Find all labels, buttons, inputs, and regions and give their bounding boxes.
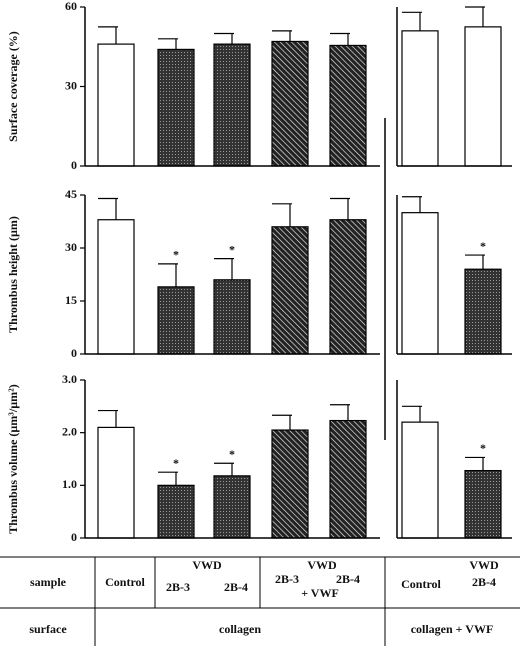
bar — [329, 219, 367, 355]
y-tick-label: 0 — [71, 158, 77, 172]
cell: 2B-3 — [166, 580, 190, 594]
y-axis-label: Thrombus height (µm) — [6, 216, 20, 333]
bar — [401, 30, 439, 167]
cell: VWD — [192, 558, 222, 572]
bar — [213, 43, 251, 167]
y-tick-label: 2.0 — [62, 424, 77, 438]
significance: * — [173, 456, 179, 470]
cell: 2B-3 — [275, 572, 299, 586]
cell: collagen — [219, 622, 261, 636]
y-tick-label: 0 — [71, 346, 77, 360]
significance: * — [480, 441, 486, 455]
cell: VWD — [469, 558, 499, 572]
row-header: surface — [29, 622, 67, 636]
cell: 2B-4 — [224, 580, 248, 594]
y-tick-label: 60 — [65, 0, 77, 13]
y-tick-label: 3.0 — [62, 372, 77, 386]
row-header: sample — [30, 575, 67, 589]
bar — [401, 421, 439, 539]
bar — [464, 268, 502, 355]
bar — [464, 469, 502, 539]
cell: collagen + VWF — [411, 622, 494, 636]
cell: 2B-4 — [336, 572, 360, 586]
significance: * — [229, 242, 235, 256]
significance: * — [173, 248, 179, 262]
bar — [329, 419, 367, 539]
cell: 2B-4 — [472, 575, 496, 589]
bar — [157, 286, 195, 355]
y-tick-label: 1.0 — [62, 477, 77, 491]
bar — [401, 212, 439, 355]
cell: VWD — [307, 558, 337, 572]
bar — [271, 40, 309, 167]
bar — [157, 48, 195, 167]
bar — [271, 429, 309, 539]
bar — [97, 426, 135, 539]
y-axis-label: Thrombus volume (µm³/µm²) — [6, 384, 20, 533]
bar — [97, 219, 135, 355]
y-tick-label: 0 — [71, 530, 77, 544]
table — [0, 556, 520, 646]
y-tick-label: 30 — [65, 78, 77, 92]
significance: * — [229, 447, 235, 461]
significance: * — [480, 239, 486, 253]
cell: + VWF — [301, 586, 339, 600]
y-tick-label: 45 — [65, 187, 77, 201]
cell: Control — [105, 575, 145, 589]
bar — [271, 226, 309, 355]
bar — [464, 26, 502, 167]
bar — [157, 484, 195, 539]
bar — [329, 44, 367, 167]
bar — [213, 475, 251, 539]
y-tick-label: 15 — [65, 293, 77, 307]
bar — [97, 43, 135, 167]
y-axis-label: Surface coverage (%) — [6, 31, 20, 142]
bar — [213, 279, 251, 355]
y-tick-label: 30 — [65, 240, 77, 254]
cell: Control — [401, 577, 441, 591]
